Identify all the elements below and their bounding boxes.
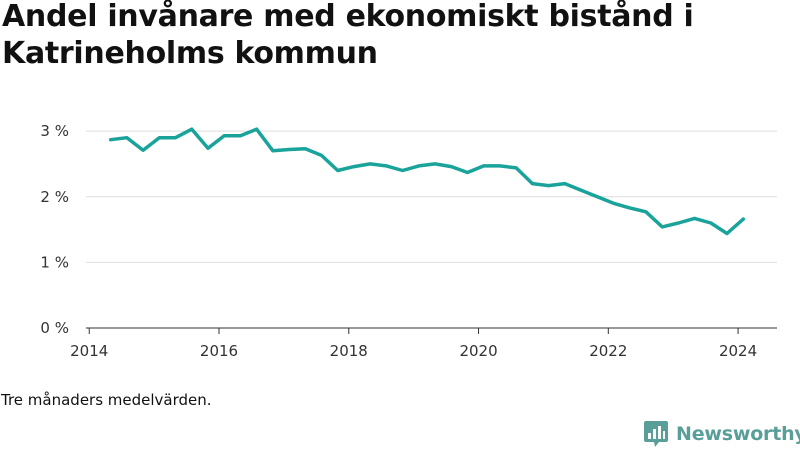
data-point <box>125 136 129 140</box>
data-point <box>676 221 680 225</box>
data-point <box>611 201 615 205</box>
data-point <box>287 148 291 151</box>
chart-note: Tre månaders medelvärden. <box>1 391 212 409</box>
y-tick-label: 2 % <box>40 188 69 206</box>
data-point <box>157 136 161 140</box>
data-point <box>547 184 551 188</box>
y-tick-label: 1 % <box>40 253 69 271</box>
data-point <box>466 170 470 174</box>
data-point <box>206 146 210 150</box>
x-tick-label: 2018 <box>330 342 368 360</box>
data-point <box>563 182 567 186</box>
data-point <box>530 182 534 186</box>
data-point <box>320 153 324 157</box>
x-tick-label: 2016 <box>200 342 238 360</box>
newsworthy-logo-icon <box>644 421 668 447</box>
brand-logo: Newsworthy <box>643 419 800 449</box>
x-tick-label: 2024 <box>719 342 757 360</box>
x-tick-label: 2020 <box>459 342 497 360</box>
x-tick-label: 2022 <box>589 342 627 360</box>
data-point <box>255 127 259 131</box>
y-tick-label: 3 % <box>40 122 69 140</box>
data-point <box>109 138 113 142</box>
series-line <box>108 127 746 236</box>
data-point <box>498 164 502 168</box>
data-point <box>336 169 340 172</box>
brand-name: Newsworthy <box>676 423 800 445</box>
data-point <box>709 221 713 225</box>
data-point <box>271 149 275 153</box>
data-point <box>368 162 372 166</box>
data-point <box>482 164 486 168</box>
data-point <box>222 134 226 138</box>
data-point <box>644 210 648 214</box>
data-point <box>174 136 178 140</box>
data-point <box>433 162 437 166</box>
data-point <box>417 164 421 168</box>
x-tick-label: 2014 <box>70 342 108 360</box>
data-point <box>660 225 664 229</box>
data-point <box>514 166 518 170</box>
y-tick-label: 0 % <box>40 319 69 337</box>
data-point <box>693 216 697 220</box>
data-point <box>352 165 356 169</box>
data-point <box>238 134 242 138</box>
data-point <box>741 217 745 221</box>
data-point <box>725 232 729 235</box>
data-point <box>401 169 405 172</box>
data-point <box>449 165 453 169</box>
data-point <box>628 206 632 210</box>
data-point <box>579 188 583 192</box>
chart-title: Andel invånare med ekonomiskt bistånd i … <box>2 0 694 71</box>
data-point <box>190 127 194 131</box>
data-point <box>595 195 599 199</box>
data-point <box>141 148 145 152</box>
data-point <box>384 164 388 168</box>
data-point <box>303 147 307 151</box>
